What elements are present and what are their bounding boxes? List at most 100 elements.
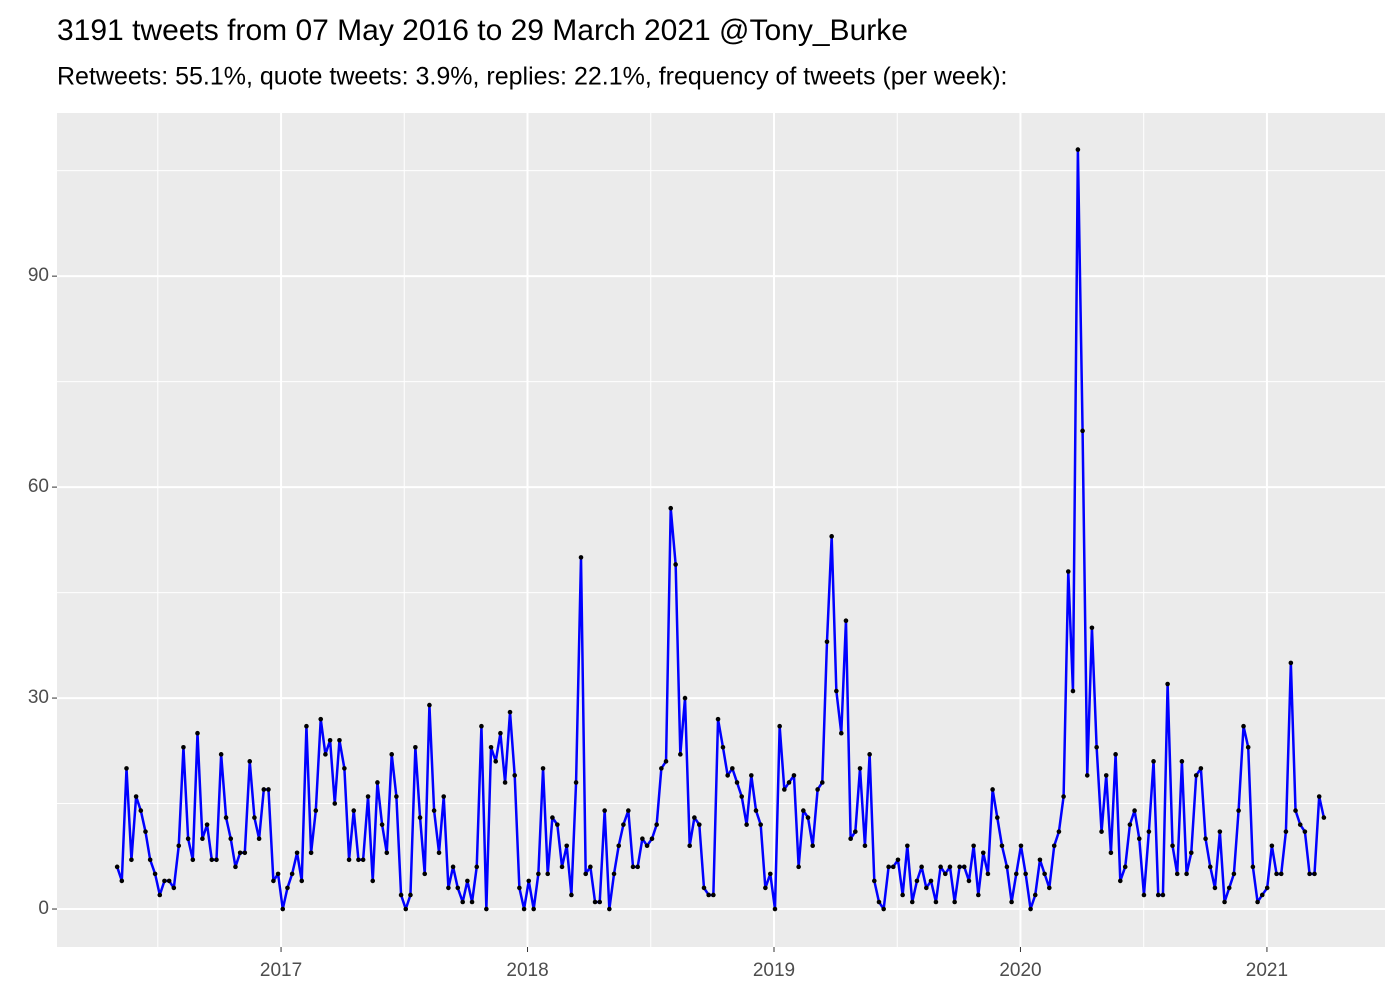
y-tick-label: 30: [28, 687, 49, 708]
point: [744, 822, 749, 827]
point: [252, 815, 257, 820]
point: [1108, 850, 1114, 856]
point: [900, 892, 905, 898]
point: [138, 808, 144, 813]
chart-subtitle: Retweets: 55.1%, quote tweets: 3.9%, rep…: [57, 63, 1008, 91]
point: [1278, 871, 1284, 877]
point: [119, 878, 125, 884]
point: [332, 801, 338, 806]
point: [1061, 794, 1066, 799]
x-tick-label: 2021: [1246, 960, 1288, 981]
point: [1136, 836, 1142, 842]
point: [895, 857, 901, 863]
point: [739, 794, 745, 799]
point: [919, 864, 924, 870]
point: [271, 878, 276, 884]
point: [166, 878, 172, 884]
point: [323, 752, 328, 757]
point: [767, 871, 773, 877]
point: [171, 885, 177, 891]
point: [1094, 744, 1099, 750]
point: [1165, 681, 1170, 687]
point: [1184, 871, 1189, 877]
point: [351, 808, 357, 813]
point: [592, 899, 598, 905]
point: [157, 892, 163, 898]
point: [843, 618, 849, 624]
point: [1122, 864, 1128, 870]
point: [1179, 759, 1185, 764]
point: [805, 815, 811, 820]
point: [185, 836, 191, 842]
point: [474, 864, 480, 870]
point: [1226, 885, 1232, 891]
point: [933, 899, 939, 905]
point: [663, 759, 669, 764]
point: [1316, 794, 1322, 799]
point: [1009, 899, 1014, 905]
line: [115, 148, 1326, 911]
point: [469, 899, 475, 905]
point: [460, 899, 465, 905]
point: [640, 836, 645, 842]
point: [285, 885, 290, 891]
point: [777, 723, 782, 729]
point: [204, 822, 210, 827]
point: [190, 857, 196, 863]
point: [810, 843, 815, 849]
point: [966, 878, 972, 884]
point: [545, 871, 551, 877]
point: [143, 829, 148, 834]
point: [1236, 808, 1241, 813]
point: [214, 857, 219, 863]
point: [540, 766, 546, 771]
point: [200, 836, 205, 842]
point: [1117, 878, 1123, 884]
point: [1132, 808, 1137, 813]
point: [976, 892, 981, 898]
point: [1274, 871, 1279, 877]
point: [228, 836, 234, 842]
point: [782, 787, 787, 792]
point: [176, 843, 182, 849]
point: [1321, 815, 1327, 820]
point: [687, 843, 692, 849]
point: [626, 808, 631, 813]
point: [1047, 885, 1052, 891]
point: [1051, 843, 1057, 849]
point: [602, 808, 607, 813]
point: [796, 864, 801, 870]
point: [820, 780, 825, 785]
point: [1193, 773, 1199, 778]
point: [526, 878, 532, 884]
point: [313, 808, 319, 813]
point: [772, 906, 778, 912]
point: [924, 885, 929, 891]
point: [791, 773, 797, 778]
point: [734, 780, 740, 785]
point: [1089, 625, 1095, 631]
point: [621, 822, 626, 827]
point: [588, 864, 593, 870]
point: [555, 822, 560, 827]
point: [564, 843, 570, 849]
point: [242, 850, 248, 856]
point: [1203, 836, 1208, 842]
point: [455, 885, 461, 891]
chart-title: 3191 tweets from 07 May 2016 to 29 March…: [57, 14, 908, 47]
point: [1307, 871, 1312, 877]
point: [422, 871, 428, 877]
point: [479, 723, 484, 729]
point: [1259, 892, 1265, 898]
point: [1141, 892, 1147, 898]
point: [1264, 885, 1270, 891]
point: [947, 864, 953, 870]
point: [682, 695, 688, 701]
point: [521, 906, 527, 912]
point: [994, 815, 1000, 820]
point: [129, 857, 134, 863]
point: [720, 744, 726, 750]
point: [838, 730, 844, 736]
point: [607, 906, 612, 912]
point: [1207, 864, 1213, 870]
